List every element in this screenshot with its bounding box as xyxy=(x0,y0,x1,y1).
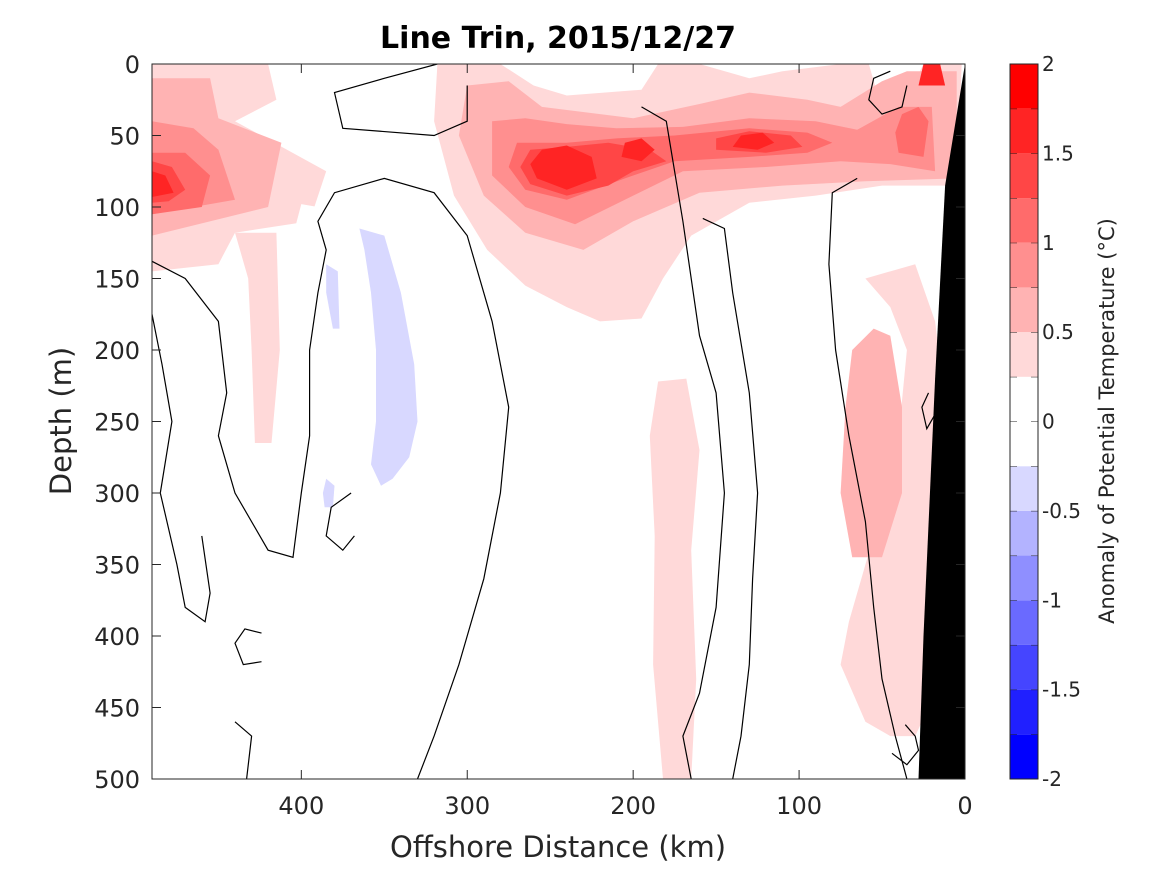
y-tick-label: 500 xyxy=(94,766,140,794)
colorbar-tick-label: -2 xyxy=(1042,767,1062,791)
x-axis-label: Offshore Distance (km) xyxy=(390,830,726,864)
bathymetry xyxy=(918,64,965,779)
zero-contour-6 xyxy=(152,314,211,623)
filled-contours xyxy=(152,64,962,779)
zero-contour-10 xyxy=(891,724,920,766)
zero-contour-3 xyxy=(702,217,759,779)
y-tick-label: 450 xyxy=(94,695,140,723)
zero-contour-9 xyxy=(234,721,253,779)
colorbar-swatch-11 xyxy=(1010,242,1038,288)
x-tick-label: 300 xyxy=(444,792,490,820)
contour-region-15 xyxy=(621,138,655,162)
plot-area: 400 300 200 100 0 0 50 100 150 200 250 300 350 400 45… xyxy=(94,51,972,820)
zero-contour-lines xyxy=(152,64,936,779)
colorbar-ticks: 2 1.5 1 0.5 0 -0.5 -1 -1.5 -2 xyxy=(1042,52,1081,791)
colorbar-tick-label: 1.5 xyxy=(1042,141,1074,165)
colorbar-tick-label: 0.5 xyxy=(1042,320,1074,344)
y-tick-label: 150 xyxy=(94,266,140,294)
contour-region-20 xyxy=(649,378,700,779)
zero-contour-8 xyxy=(234,628,262,666)
colorbar-tick-label: 0 xyxy=(1042,410,1055,434)
y-tick-label: 200 xyxy=(94,337,140,365)
zero-contour-4 xyxy=(828,177,908,779)
colorbar-tick-label: -1.5 xyxy=(1042,678,1081,702)
contour-region-16 xyxy=(732,132,775,150)
zero-contour-2 xyxy=(641,106,726,779)
y-tick-label: 50 xyxy=(109,123,140,151)
colorbar-swatch-14 xyxy=(1010,108,1038,154)
y-axis-ticks: 0 50 100 150 200 250 300 350 400 450 500 xyxy=(94,51,965,794)
contour-region-29 xyxy=(779,478,791,522)
y-axis-label: Depth (m) xyxy=(44,347,78,495)
colorbar-swatch-9 xyxy=(1010,332,1038,377)
y-tick-label: 0 xyxy=(125,51,140,79)
colorbar-swatches xyxy=(1010,64,1038,779)
zero-contour-7 xyxy=(325,492,355,552)
x-tick-label: 200 xyxy=(610,792,656,820)
colorbar-tick-label: 2 xyxy=(1042,52,1055,76)
x-tick-label: 100 xyxy=(776,792,822,820)
contour-region-11 xyxy=(895,106,929,157)
colorbar-swatch-10 xyxy=(1010,287,1038,333)
chart-title: Line Trin, 2015/12/27 xyxy=(380,21,736,56)
colorbar: 2 1.5 1 0.5 0 -0.5 -1 -1.5 -2 xyxy=(1009,52,1081,791)
contour-region-23 xyxy=(293,650,338,779)
contour-region-1 xyxy=(235,232,280,443)
contour-region-19 xyxy=(840,328,902,558)
zero-contour-5 xyxy=(868,70,908,115)
contour-region-27 xyxy=(712,535,753,665)
colorbar-tick-label: 1 xyxy=(1042,231,1055,255)
zero-contour-0 xyxy=(152,177,510,779)
zero-contour-11 xyxy=(921,392,936,431)
x-tick-label: 0 xyxy=(957,792,972,820)
colorbar-swatch-4 xyxy=(1010,555,1038,601)
contour-region-22 xyxy=(281,204,371,644)
colorbar-swatch-5 xyxy=(1010,510,1038,556)
colorbar-label: Anomaly of Potential Temperature (°C) xyxy=(1095,218,1119,624)
colorbar-frame xyxy=(1009,63,1039,780)
y-tick-label: 350 xyxy=(94,552,140,580)
colorbar-swatch-3 xyxy=(1010,600,1038,645)
bathymetry-mask xyxy=(918,64,965,779)
contour-region-9 xyxy=(492,106,936,225)
colorbar-swatch-1 xyxy=(1010,689,1038,735)
colorbar-swatch-15 xyxy=(1010,64,1038,109)
zero-contour-1 xyxy=(333,64,468,137)
contour-region-21 xyxy=(317,199,481,608)
contour-region-28 xyxy=(749,292,775,358)
contour-region-14 xyxy=(530,145,597,190)
colorbar-swatch-0 xyxy=(1010,734,1038,779)
x-axis-ticks: 400 300 200 100 0 xyxy=(278,64,973,820)
contour-region-30 xyxy=(812,300,836,365)
y-tick-label: 100 xyxy=(94,194,140,222)
y-tick-label: 400 xyxy=(94,623,140,651)
colorbar-swatch-2 xyxy=(1010,644,1038,690)
colorbar-swatch-6 xyxy=(1010,466,1038,511)
x-tick-label: 400 xyxy=(278,792,324,820)
contour-region-6 xyxy=(152,171,174,197)
contour-region-26 xyxy=(322,478,335,508)
colorbar-tick-label: -1 xyxy=(1042,588,1062,612)
y-tick-label: 250 xyxy=(94,409,140,437)
contour-region-25 xyxy=(326,264,340,329)
colorbar-swatch-8 xyxy=(1010,376,1038,422)
colorbar-swatch-13 xyxy=(1010,153,1038,199)
colorbar-swatch-12 xyxy=(1010,198,1038,243)
y-tick-label: 300 xyxy=(94,480,140,508)
contour-region-17 xyxy=(918,64,946,86)
colorbar-swatch-7 xyxy=(1010,421,1038,467)
colorbar-tick-label: -0.5 xyxy=(1042,499,1081,523)
contour-region-24 xyxy=(359,228,418,486)
